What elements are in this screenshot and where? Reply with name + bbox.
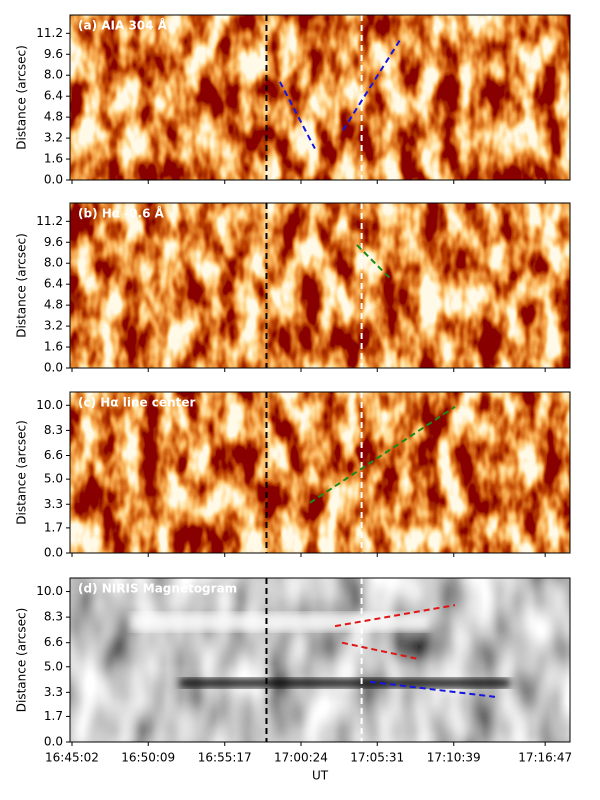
- x-tick-label: 17:10:39: [427, 751, 481, 765]
- y-tick-label: 6.6: [44, 448, 63, 462]
- frame: [69, 391, 571, 554]
- y-tick-label: 6.4: [44, 277, 63, 291]
- frame: [69, 14, 571, 181]
- x-tick-label: 17:16:47: [518, 751, 572, 765]
- y-tick-label: 3.2: [44, 319, 63, 333]
- y-tick-label: 9.6: [44, 47, 63, 61]
- y-tick-label: 1.6: [44, 152, 63, 166]
- y-tick-label: 1.7: [44, 520, 63, 534]
- panel-title: (a) AIA 304 Å: [78, 18, 168, 33]
- y-tick-label: 8.3: [44, 423, 63, 437]
- y-axis-label: Distance (arcsec): [15, 45, 29, 150]
- y-tick-label: 1.7: [44, 709, 63, 723]
- y-tick-label: 6.6: [44, 635, 63, 649]
- y-tick-label: 8.0: [44, 68, 63, 82]
- image-background: [70, 203, 570, 368]
- y-tick-label: 5.0: [44, 472, 63, 486]
- y-axis-label: Distance (arcsec): [15, 420, 29, 525]
- y-tick-label: 0.0: [44, 546, 63, 560]
- x-tick-label: 16:55:17: [198, 751, 252, 765]
- y-axis-label: Distance (arcsec): [15, 233, 29, 338]
- x-tick-label: 17:05:31: [350, 751, 404, 765]
- track-line: [279, 81, 316, 150]
- y-tick-label: 5.0: [44, 659, 63, 673]
- x-tick-label: 16:45:02: [45, 751, 99, 765]
- y-tick-label: 10.0: [36, 584, 63, 598]
- y-tick-label: 0.0: [44, 173, 63, 187]
- image-background: [70, 578, 570, 742]
- y-tick-label: 6.4: [44, 89, 63, 103]
- x-axis-label: UT: [312, 769, 329, 783]
- y-tick-label: 3.3: [44, 497, 63, 511]
- track-line: [334, 604, 456, 628]
- y-tick-label: 1.6: [44, 340, 63, 354]
- panel: (c) Hα line center 0.0 1.7 3.3 5.0 6.6 8.3 10.0…: [15, 391, 571, 560]
- y-tick-label: 3.3: [44, 685, 63, 699]
- y-tick-label: 11.2: [36, 214, 63, 228]
- image-background: [70, 392, 570, 553]
- track-line: [309, 405, 456, 504]
- image: [70, 392, 570, 553]
- track-line: [369, 680, 496, 698]
- panel-title: (b) Hα -0.6 Å: [78, 206, 165, 221]
- panel: (d) NIRIS Magnetogram 0.0 1.7 3.3 5.0 6.6 8.3 1…: [15, 577, 572, 783]
- image: [70, 15, 570, 180]
- y-tick-label: 8.0: [44, 256, 63, 270]
- track-line: [356, 244, 393, 281]
- track-line: [341, 641, 421, 661]
- bright-band: [130, 613, 430, 631]
- x-tick-label: 16:50:09: [121, 751, 175, 765]
- y-tick-label: 4.8: [44, 110, 63, 124]
- dark-band: [180, 678, 510, 688]
- y-tick-label: 11.2: [36, 26, 63, 40]
- image: [70, 203, 570, 368]
- image: [70, 578, 570, 742]
- y-tick-label: 0.0: [44, 361, 63, 375]
- panel-title: (c) Hα line center: [78, 396, 195, 410]
- frame: [69, 577, 571, 743]
- frame: [69, 202, 571, 369]
- y-tick-label: 4.8: [44, 298, 63, 312]
- panel: (a) AIA 304 Å 0.0 1.6 3.2 4.8 6.4 8.0 9.6 11.2 Di…: [15, 14, 571, 187]
- y-tick-label: 10.0: [36, 398, 63, 412]
- y-tick-label: 9.6: [44, 235, 63, 249]
- y-tick-label: 3.2: [44, 131, 63, 145]
- panel: (b) Hα -0.6 Å 0.0 1.6 3.2 4.8 6.4 8.0 9.6 11.2 Di…: [15, 202, 571, 375]
- track-line: [342, 39, 401, 131]
- x-tick-label: 17:00:24: [274, 751, 328, 765]
- panel-title: (d) NIRIS Magnetogram: [78, 582, 237, 596]
- y-axis-label: Distance (arcsec): [15, 608, 29, 713]
- y-tick-label: 8.3: [44, 610, 63, 624]
- y-tick-label: 0.0: [44, 735, 63, 749]
- image-background: [70, 15, 570, 180]
